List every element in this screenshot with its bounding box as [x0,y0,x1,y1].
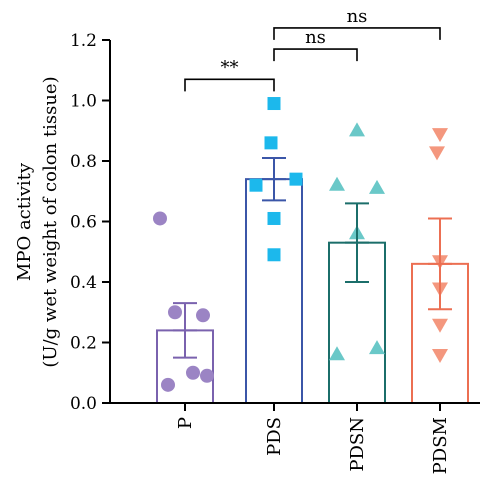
significance-label-2: ns [305,27,326,48]
y-tick-label-5: 1.0 [70,92,97,112]
point-p-1 [153,211,167,226]
point-pdsn-2 [329,176,345,191]
point-pdsm-2 [429,146,445,161]
y-tick-label-4: 0.8 [70,152,97,172]
point-pds-4 [249,178,263,192]
y-axis-title-line2: (U/g wet weight of colon tissue) [40,76,61,367]
bars-layer [156,178,469,404]
point-pdsn-1 [349,122,365,137]
x-tick-label-pdsm: PDSM [430,417,451,474]
point-p-6 [161,377,175,392]
point-p-4 [186,365,200,380]
point-pdsm-6 [432,349,448,363]
y-axis-title-line1: MPO activity [14,162,35,281]
y-tick-label-2: 0.4 [70,273,97,293]
point-pds-3 [289,172,303,186]
point-pdsn-6 [329,346,345,361]
significance-label-3: ns [347,6,368,27]
point-p-2 [168,305,182,320]
point-pds-2 [264,136,278,150]
significance-label-1: ** [221,57,239,78]
x-tick-label-pdsn: PDSN [347,417,368,472]
significance-bracket-1 [184,78,275,92]
point-pdsn-5 [369,340,385,355]
significance-bracket-3 [273,27,441,40]
point-p-3 [196,308,210,323]
point-pdsn-3 [369,179,385,194]
significance-bracket-2 [273,48,358,62]
error-bars-layer [173,156,452,359]
point-p-5 [200,368,214,383]
y-tick-label-0: 0.0 [70,394,97,414]
x-tick-label-pds: PDS [264,417,285,456]
points-layer [153,97,448,392]
y-tick-label-1: 0.2 [70,334,97,354]
point-pdsm-5 [432,318,448,333]
point-pdsm-1 [432,128,448,143]
point-pds-6 [267,248,281,262]
y-tick-label-3: 0.6 [70,213,97,233]
x-tick-label-p: P [175,417,196,429]
axes-layer: 0.0 0.2 0.4 0.6 0.8 1.0 1.2 P PDS PDSN PDSM [70,31,480,474]
y-axis-title: MPO activity (U/g wet weight of colon ti… [14,76,61,367]
point-pds-5 [267,211,281,225]
point-pds-1 [267,97,281,111]
y-tick-label-6: 1.2 [70,31,97,51]
